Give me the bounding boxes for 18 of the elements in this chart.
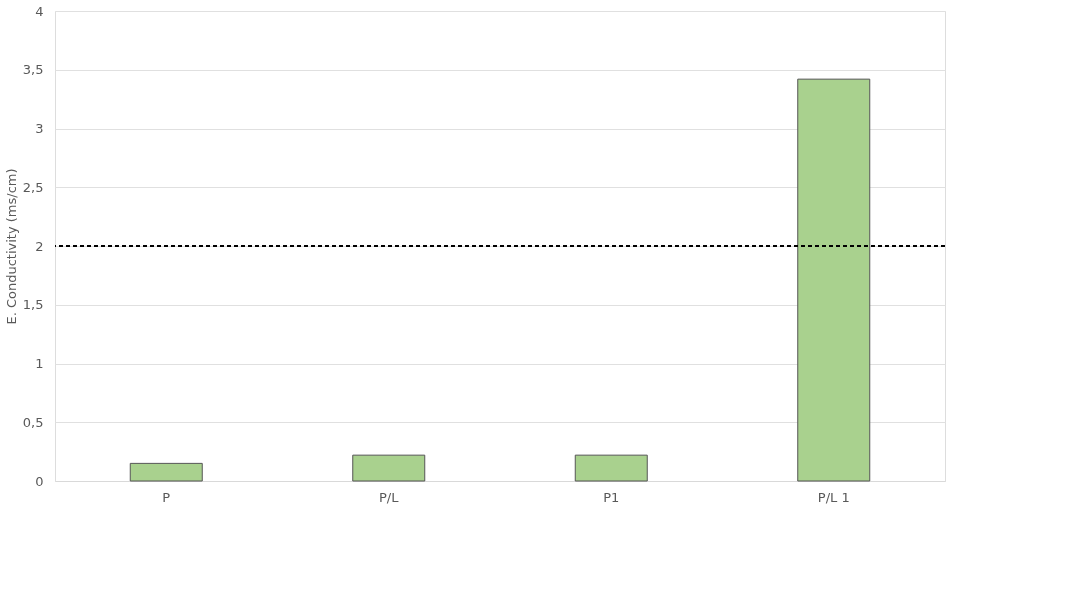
y-tick-label: 0,5: [22, 414, 44, 430]
y-tick-label: 0: [35, 473, 44, 489]
bar: [574, 454, 648, 482]
x-tick-label: P/L 1: [817, 489, 850, 505]
y-tick-label: 1,5: [22, 297, 44, 313]
x-tick-label: P: [162, 489, 171, 505]
y-tick-label: 2,5: [22, 179, 44, 195]
bar: [352, 454, 426, 482]
y-axis-title: E. Conductivity (ms/cm): [3, 168, 19, 325]
y-tick-label: 4: [35, 3, 44, 19]
bar: [797, 78, 871, 482]
y-tick-label: 2: [35, 238, 44, 254]
x-tick-label: P/L: [379, 489, 400, 505]
y-tick-label: 3,5: [22, 62, 44, 78]
y-tick-label: 3: [35, 121, 44, 136]
y-tick-label: 1: [35, 356, 44, 371]
x-tick-label: P1: [603, 489, 620, 505]
bar: [129, 462, 203, 482]
